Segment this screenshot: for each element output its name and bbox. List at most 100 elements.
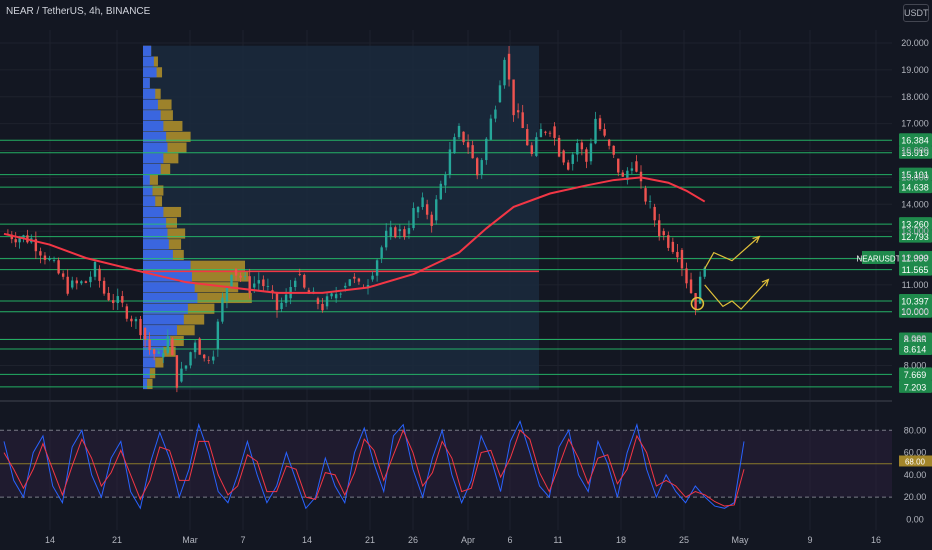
level-label: 13.260: [901, 220, 929, 230]
candle-body: [98, 268, 101, 281]
current-price-label-bg: [899, 251, 932, 265]
candle-body: [457, 125, 461, 138]
time-tick-label: 7: [240, 535, 245, 545]
level-label: 8.965: [904, 335, 927, 345]
volume-profile-bar: [143, 153, 164, 164]
candle-body: [75, 280, 78, 284]
level-label-bg: [899, 180, 932, 194]
volume-profile-bar: [143, 249, 173, 261]
volume-profile-bar: [143, 271, 192, 282]
volume-profile-bar: [143, 239, 169, 250]
stoch-k-line: [3, 420, 745, 510]
level-label: 15.919: [901, 148, 929, 158]
candle-body: [544, 131, 547, 133]
candle-body: [61, 273, 65, 277]
candle-body: [562, 150, 565, 163]
stoch-tick-label: 60.00: [904, 448, 927, 458]
time-axis: 14 21 Mar 7 14 21 26 Apr 6 11 18 25 May 9 16: [45, 535, 881, 545]
candle-body: [498, 85, 502, 103]
candle-body: [444, 174, 447, 186]
candle-body: [380, 247, 383, 258]
candle-body: [430, 214, 433, 226]
candle-body: [626, 170, 629, 181]
volume-profile-bar: [143, 174, 158, 185]
candle-body: [598, 118, 602, 130]
currency-button[interactable]: USDT: [903, 4, 929, 22]
volume-profile-bar: [143, 131, 191, 142]
volume-profile-bar: [143, 174, 150, 185]
candle-body: [10, 234, 13, 240]
candle-body: [453, 137, 456, 154]
volume-profile-bar: [143, 357, 156, 368]
candle-body: [548, 132, 552, 134]
candle-body: [148, 339, 151, 350]
volume-profile-bar: [143, 206, 164, 218]
candle-body: [685, 268, 688, 284]
volume-profile-bar: [143, 110, 161, 121]
level-label: 8.614: [904, 344, 927, 354]
volume-profile-bar: [143, 131, 167, 142]
volume-profile-bar: [143, 378, 148, 390]
candle-body: [594, 118, 597, 144]
candle-body: [567, 162, 570, 170]
candle-body: [334, 294, 338, 299]
volume-profile-bar: [143, 120, 164, 132]
candle-body: [57, 260, 60, 274]
level-label: 16.384: [901, 136, 929, 146]
price-tick-label: 14.000: [901, 199, 929, 209]
candle-body: [617, 158, 620, 173]
candle-body: [175, 355, 179, 388]
level-label-bg: [899, 145, 932, 159]
candle-body: [635, 161, 638, 172]
candle-body: [530, 145, 533, 154]
time-tick-label: 14: [302, 535, 312, 545]
volume-profile-bar: [143, 185, 153, 196]
candle-body: [22, 235, 25, 239]
candle-body: [676, 251, 679, 258]
candle-body: [325, 296, 329, 307]
stochastic-panel: 80.00 60.00 40.00 20.00 0.00 68.00: [0, 420, 932, 524]
candle-body: [425, 204, 429, 215]
candle-body: [248, 276, 251, 294]
time-tick-label: 14: [45, 535, 55, 545]
candle-body: [448, 149, 452, 175]
candle-body: [607, 139, 611, 146]
candle-body: [439, 183, 442, 200]
candle-body: [535, 137, 538, 156]
candle-body: [694, 293, 697, 310]
volume-profile-bar: [143, 228, 168, 239]
candle-body: [630, 168, 634, 171]
volume-profile-bar: [143, 77, 150, 89]
volume-profile-bar: [143, 368, 150, 379]
time-tick-label: 18: [616, 535, 626, 545]
candle-body: [526, 129, 529, 146]
candle-body: [107, 292, 110, 301]
volume-profile-bar: [143, 260, 191, 271]
candle-body: [398, 229, 402, 232]
candle-body: [243, 276, 247, 277]
candle-body: [680, 249, 684, 269]
candle-body: [585, 149, 588, 162]
candle-body: [257, 280, 260, 284]
candle-body: [271, 290, 274, 293]
candle-body: [321, 303, 324, 311]
candle-body: [507, 53, 511, 80]
candle-body: [489, 118, 493, 140]
projection-arrows: NEARUSDT 11.999: [704, 235, 932, 310]
level-label: 10.397: [901, 297, 929, 307]
volume-profile: [143, 45, 539, 390]
candle-body: [184, 365, 188, 369]
symbol-title[interactable]: NEAR / TetherUS, 4h, BINANCE: [6, 6, 151, 17]
candle-body: [689, 279, 693, 294]
candle-body: [703, 267, 706, 277]
current-price-label: 11.999: [902, 254, 929, 264]
time-tick-label: 16: [871, 535, 881, 545]
level-label: 14.638: [901, 183, 929, 193]
candle-body: [466, 142, 470, 148]
candle-body: [557, 137, 561, 157]
volume-profile-bar: [143, 185, 164, 196]
candle-body: [553, 126, 556, 138]
volume-profile-bar: [143, 56, 154, 67]
candle-body: [234, 268, 238, 276]
